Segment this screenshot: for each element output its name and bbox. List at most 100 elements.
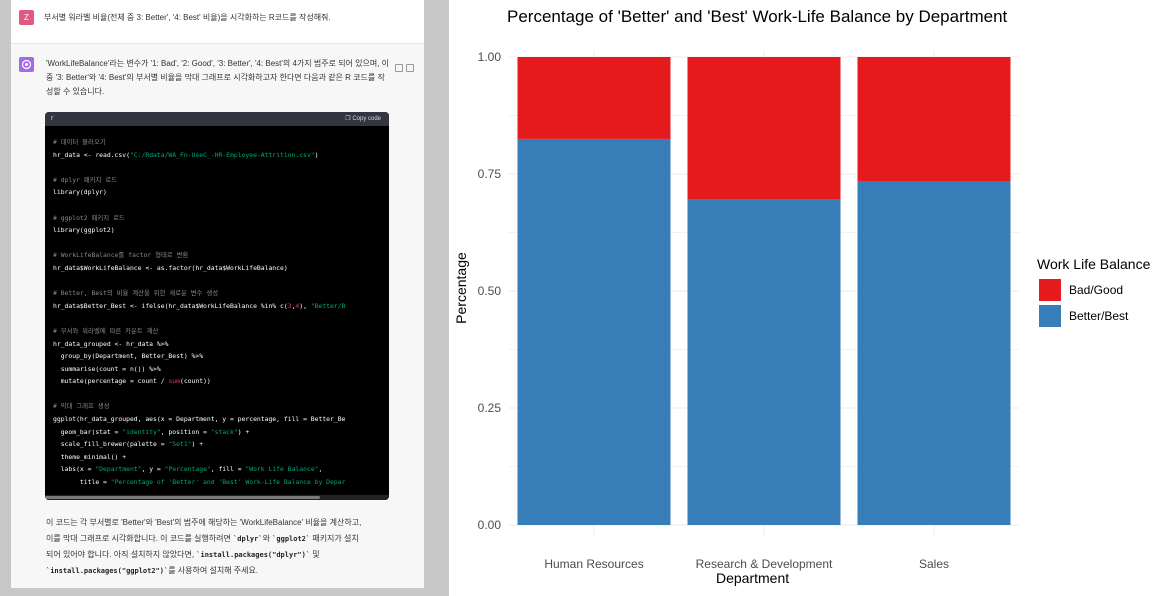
legend-title: Work Life Balance: [1037, 256, 1151, 272]
code-line: hr_data$Better_Best <- ifelse(hr_data$Wo…: [53, 300, 381, 313]
code-line: # Better, Best의 비율 계산을 위한 새로운 변수 생성: [53, 289, 219, 298]
y-tick-label: 0.00: [478, 518, 502, 532]
code-header: r ❐ Copy code: [45, 112, 389, 126]
assistant-avatar-icon: [19, 57, 34, 72]
chat-panel: Z 부서별 워라벨 비율(전체 중 3: Better', '4: Best' …: [11, 0, 424, 588]
code-token: , fill =: [210, 465, 246, 474]
code-line: ggplot(hr_data_grouped, aes(x = Departme…: [53, 415, 346, 424]
copy-code-button[interactable]: ❐ Copy code: [345, 112, 381, 126]
code-line: mutate(percentage = count / sum(count)): [53, 375, 381, 388]
code-token: , position =: [160, 427, 211, 436]
code-token: geom_bar(stat =: [53, 427, 123, 436]
outro-line-2: 이를 막대 그래프로 시각화합니다. 이 코드를 실행하려면 `dplyr`와 …: [46, 531, 396, 547]
legend-swatch-better-best: [1039, 305, 1061, 327]
code-token: "identity": [122, 427, 161, 436]
inline-code-ggplot2: `ggplot2`: [272, 535, 311, 543]
code-line: # 데이터 불러오기: [53, 138, 106, 146]
message-actions: [395, 59, 420, 72]
code-token: "Department": [95, 465, 142, 474]
y-tick-label: 0.50: [478, 284, 502, 298]
code-token: (count)): [179, 377, 211, 386]
code-token: title =: [53, 478, 111, 487]
code-line: [53, 161, 381, 174]
legend-label-bad-good: Bad/Good: [1069, 283, 1124, 297]
code-line: title = "Percentage of 'Better' and 'Bes…: [53, 476, 381, 489]
code-token: hr_data$Better_Best <- ifelse(hr_data$Wo…: [53, 301, 288, 310]
outro-text-part: 를 사용하여 설치해 주세요.: [168, 566, 259, 575]
assistant-intro-text: 'WorkLifeBalance'라는 변수가 '1: Bad', '2: Go…: [46, 59, 390, 96]
code-token: "C:/Rdata/WA_Fn-UseC_-HR-Employee-Attrit…: [129, 150, 315, 159]
thumbs-up-icon[interactable]: [406, 64, 414, 72]
y-tick-label: 0.75: [478, 167, 502, 181]
code-token: scale_fill_brewer(palette =: [53, 440, 169, 449]
code-token: hr_data <- read.csv(: [53, 150, 130, 159]
outro-text-part: 이를 막대 그래프로 시각화합니다. 이 코드를 실행하려면: [46, 534, 234, 543]
code-line: [53, 237, 381, 250]
code-token: mutate(percentage = count /: [53, 377, 169, 386]
outro-line-1: 이 코드는 각 부서별로 'Better'와 'Best'의 범주에 해당하는 …: [46, 518, 362, 527]
code-line: labs(x = "Department", y = "Percentage",…: [53, 463, 381, 476]
code-token: ) +: [191, 440, 204, 449]
code-line: scale_fill_brewer(palette = "Set1") +: [53, 438, 381, 451]
chart-panel: Percentage of 'Better' and 'Best' Work-L…: [449, 0, 1172, 596]
bar-segment-bad-good: [857, 57, 1011, 182]
outro-text-part: 와: [262, 534, 273, 543]
legend-swatch-bad-good: [1039, 279, 1061, 301]
code-token: 4: [295, 301, 300, 310]
code-token: ): [314, 150, 319, 159]
code-content[interactable]: # 데이터 불러오기 hr_data <- read.csv("C:/Rdata/…: [45, 126, 389, 489]
code-line: [53, 275, 381, 288]
code-token: "Better/B: [310, 301, 346, 310]
code-line: hr_data$WorkLifeBalance <- as.factor(hr_…: [53, 263, 288, 272]
code-line: # WorkLifeBalance를 factor 형태로 변환: [53, 251, 189, 260]
copy-code-label: Copy code: [352, 116, 381, 122]
user-avatar: Z: [19, 10, 34, 25]
code-token: "Percentage": [164, 465, 211, 474]
code-line: library(dplyr): [53, 188, 107, 197]
code-line: theme_minimal() +: [53, 452, 127, 461]
code-horizontal-scrollbar[interactable]: [45, 495, 389, 500]
code-line: # 막대 그래프 생성: [53, 402, 110, 411]
code-line: hr_data <- read.csv("C:/Rdata/WA_Fn-UseC…: [53, 149, 381, 162]
bar-segment-bad-good: [517, 57, 671, 139]
code-block: r ❐ Copy code # 데이터 불러오기 hr_data <- read.…: [45, 112, 389, 500]
inline-code-install-dplyr: `install.packages("dplyr")`: [196, 551, 311, 559]
y-tick-label: 0.25: [478, 401, 502, 415]
y-axis-label: Percentage: [453, 252, 469, 324]
bar-segment-bad-good: [687, 57, 841, 200]
code-line: # dplyr 패키지 로드: [53, 175, 118, 184]
user-message: Z 부서별 워라벨 비율(전체 중 3: Better', '4: Best' …: [11, 0, 424, 44]
x-tick-label: Human Resources: [544, 557, 643, 571]
code-line: library(ggplot2): [53, 226, 115, 235]
inline-code-dplyr: `dplyr`: [233, 535, 263, 543]
code-line: group_by(Department, Better_Best) %>%: [53, 352, 204, 361]
code-token: "Set1": [168, 440, 192, 449]
code-line: [53, 312, 381, 325]
code-line: summarise(count = n()) %>%: [53, 364, 161, 373]
legend-label-better-best: Better/Best: [1069, 309, 1129, 323]
scrollbar-thumb[interactable]: [45, 496, 320, 499]
code-token: "Percentage of 'Better' and 'Best' Work-…: [110, 478, 346, 487]
code-token: ,: [318, 465, 323, 474]
code-token: 3: [287, 301, 292, 310]
code-token: labs(x =: [53, 465, 96, 474]
chart-title: Percentage of 'Better' and 'Best' Work-L…: [507, 7, 1008, 26]
code-token: ,: [291, 301, 296, 310]
x-axis-label: Department: [716, 570, 790, 586]
assistant-outro-text: 이 코드는 각 부서별로 'Better'와 'Best'의 범주에 해당하는 …: [46, 515, 396, 579]
x-tick-label: Sales: [919, 557, 949, 571]
y-tick-label: 1.00: [478, 50, 502, 64]
assistant-message: 'WorkLifeBalance'라는 변수가 '1: Bad', '2: Go…: [11, 44, 424, 588]
code-language-label: r: [51, 115, 54, 122]
bar-segment-better-best: [517, 138, 671, 525]
outro-text-part: 되어 있어야 합니다. 아직 설치하지 않았다면,: [46, 550, 197, 559]
code-line: [53, 388, 381, 401]
outro-line-3: 되어 있어야 합니다. 아직 설치하지 않았다면, `install.packa…: [46, 547, 396, 563]
bar-segment-better-best: [687, 199, 841, 526]
code-token: , y =: [141, 465, 165, 474]
code-line: geom_bar(stat = "identity", position = "…: [53, 426, 381, 439]
copy-message-icon[interactable]: [395, 64, 403, 72]
code-line: hr_data_grouped <- hr_data %>%: [53, 339, 169, 348]
code-line: # ggplot2 패키지 로드: [53, 213, 125, 222]
code-token: sum: [168, 377, 180, 386]
